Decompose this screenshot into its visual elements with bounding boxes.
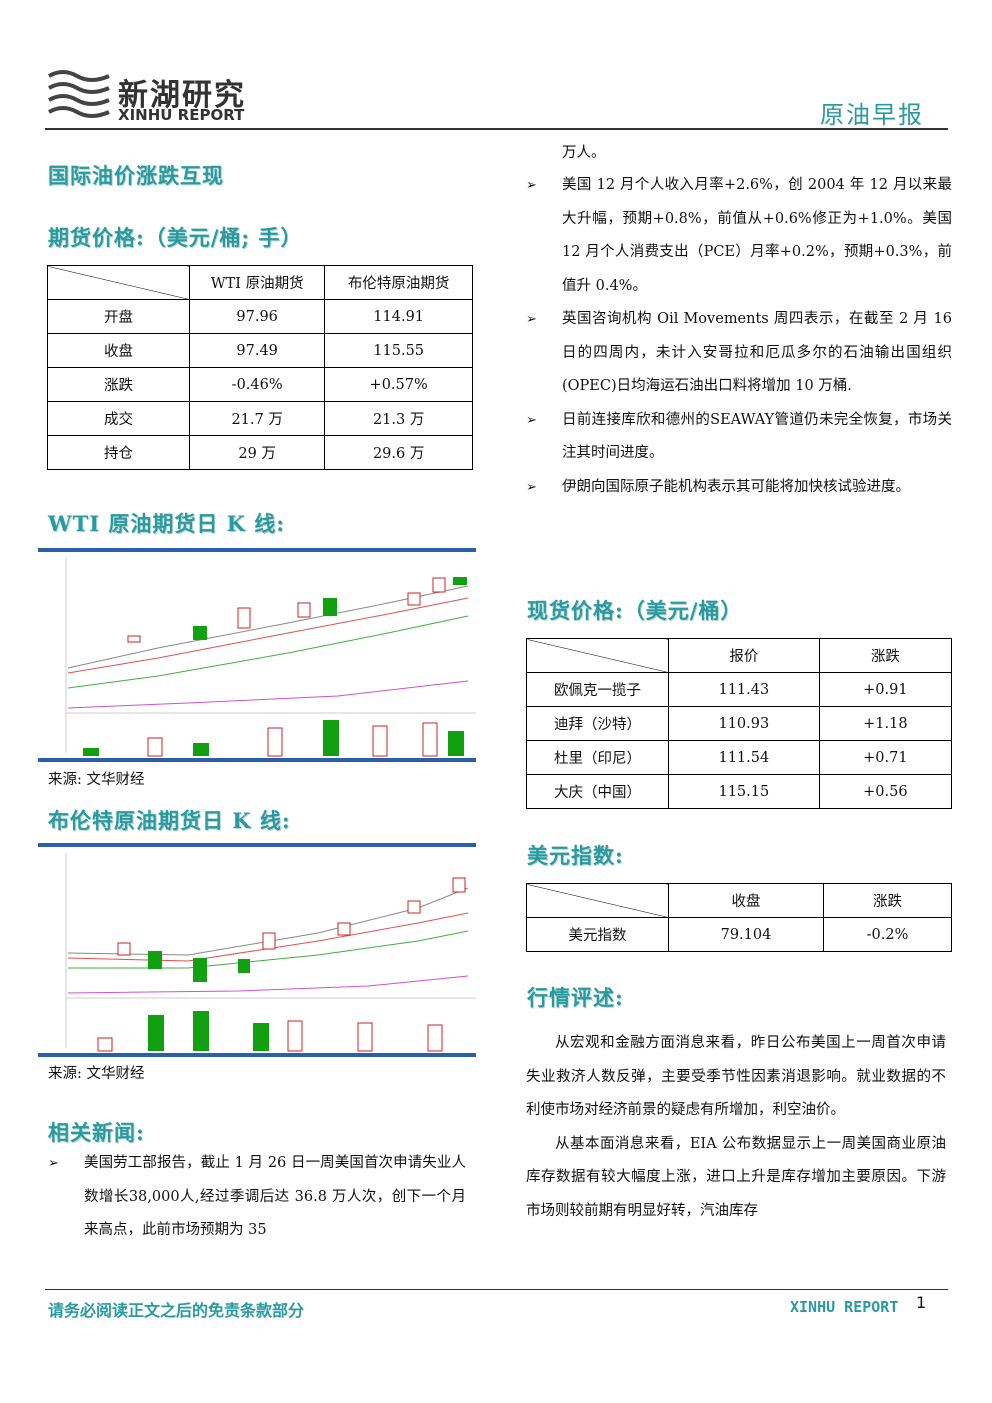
cell: 111.43: [668, 672, 820, 707]
wti-chart-image: [38, 548, 476, 762]
news-item: 美国 12 月个人收入月率+2.6%，创 2004 年 12 月以来最大升幅，预…: [526, 169, 952, 303]
footer-rule: [45, 1289, 948, 1290]
cell: +0.57%: [324, 367, 473, 402]
column-header: 涨跌: [818, 638, 953, 673]
section-title: 相关新闻:: [48, 1120, 145, 1145]
column-header: 报价: [668, 638, 820, 673]
commentary: 从宏观和金融方面消息来看，昨日公布美国上一周首次申请失业救济人数反弹，主要受季节…: [526, 1027, 946, 1228]
cell: 持仓: [47, 435, 190, 470]
section-title: 期货价格:（美元/桶; 手）: [48, 225, 303, 250]
section-title: WTI 原油期货日 K 线:: [48, 511, 285, 536]
logo-mark: [48, 70, 110, 118]
cell: +1.18: [818, 706, 953, 741]
header-row: 报价 涨跌: [526, 638, 953, 673]
diagonal-cell: [526, 883, 669, 918]
cell: 115.55: [324, 333, 473, 368]
cell: 成交: [47, 401, 190, 436]
spot-table: 报价 涨跌 欧佩克一揽子 111.43 +0.91 迪拜（沙特） 110.93 +1.18 杜里…: [526, 638, 953, 809]
section-title: 行情评述:: [527, 985, 624, 1010]
column-header: 收盘: [668, 883, 824, 918]
cell: 97.49: [188, 333, 326, 368]
paragraph: 从基本面消息来看，EIA 公布数据显示上一周美国商业原油库存数据有较大幅度上涨，…: [526, 1135, 946, 1219]
source: 来源: 文华财经: [48, 1066, 145, 1082]
news-list: 美国 12 月个人收入月率+2.6%，创 2004 年 12 月以来最大升幅，预…: [526, 169, 952, 504]
cell: -0.46%: [188, 367, 326, 402]
column-header: WTI 原油期货: [188, 265, 326, 300]
section-title: 现货价格:（美元/桶）: [527, 598, 743, 623]
table-row: 涨跌 -0.46% +0.57%: [47, 367, 473, 402]
cell: +0.56: [818, 774, 953, 809]
diagonal-cell: [47, 265, 190, 300]
cell: 涨跌: [47, 367, 190, 402]
section-title: 美元指数:: [527, 843, 624, 868]
cell: 114.91: [324, 299, 473, 334]
report-type: 原油早报: [820, 101, 924, 129]
news-item: 美国劳工部报告，截止 1 月 26 日一周美国首次申请失业人数增长38,000人…: [48, 1147, 466, 1248]
cell: 110.93: [668, 706, 820, 741]
page-number: 1: [916, 1293, 927, 1312]
cell: +0.71: [818, 740, 953, 775]
cell: 杜里（印尼）: [526, 740, 669, 775]
cell: 111.54: [668, 740, 820, 775]
cell: 美元指数: [526, 917, 669, 952]
headline: 国际油价涨跌互现: [48, 163, 224, 188]
table-row: 迪拜（沙特） 110.93 +1.18: [526, 706, 953, 741]
cell: 79.104: [668, 917, 824, 952]
header-row: WTI 原油期货 布伦特原油期货: [47, 265, 473, 300]
cell: +0.91: [818, 672, 953, 707]
table-row: 持仓 29 万 29.6 万: [47, 435, 473, 470]
source: 来源: 文华财经: [48, 772, 145, 788]
cell: 21.7 万: [188, 401, 326, 436]
cell: -0.2%: [822, 917, 953, 952]
table-row: 欧佩克一揽子 111.43 +0.91: [526, 672, 953, 707]
news-item: 日前连接库欣和德州的SEAWAY管道仍未完全恢复，市场关注其时间进度。: [526, 404, 952, 471]
cell: 迪拜（沙特）: [526, 706, 669, 741]
header-row: 收盘 涨跌: [526, 883, 953, 918]
paragraph: 从宏观和金融方面消息来看，昨日公布美国上一周首次申请失业救济人数反弹，主要受季节…: [526, 1035, 946, 1118]
cell: 大庆（中国）: [526, 774, 669, 809]
cell: 29 万: [188, 435, 326, 470]
cell: 97.96: [188, 299, 326, 334]
table-row: 美元指数 79.104 -0.2%: [526, 917, 953, 952]
header-rule: [45, 128, 948, 130]
cell: 21.3 万: [324, 401, 473, 436]
table-row: 大庆（中国） 115.15 +0.56: [526, 774, 953, 809]
brent-chart-image: [38, 843, 476, 1057]
news-list: 美国劳工部报告，截止 1 月 26 日一周美国首次申请失业人数增长38,000人…: [48, 1147, 466, 1248]
disclaimer: 请务必阅读正文之后的免责条款部分: [48, 1301, 305, 1320]
table-row: 成交 21.7 万 21.3 万: [47, 401, 473, 436]
column-header: 布伦特原油期货: [324, 265, 473, 300]
cell: 29.6 万: [324, 435, 473, 470]
section-title: 布伦特原油期货日 K 线:: [48, 808, 291, 833]
cell: 欧佩克一揽子: [526, 672, 669, 707]
diagonal-cell: [526, 638, 669, 673]
news-item: 伊朗向国际原子能机构表示其可能将加快核试验进度。: [526, 471, 952, 505]
logo-cn: 新湖研究: [118, 78, 246, 113]
dollar-table: 收盘 涨跌 美元指数 79.104 -0.2%: [526, 883, 953, 952]
column-header: 涨跌: [822, 883, 953, 918]
footer-brand: XINHU REPORT: [790, 1298, 899, 1316]
futures-table: WTI 原油期货 布伦特原油期货 开盘 97.96 114.91 收盘 97.49 115.5…: [47, 265, 473, 470]
news-item: 英国咨询机构 Oil Movements 周四表示，在截至 2 月 16 日的四…: [526, 303, 952, 404]
table-row: 开盘 97.96 114.91: [47, 299, 473, 334]
cell: 收盘: [47, 333, 190, 368]
news-text: 万人。: [562, 145, 606, 161]
cell: 开盘: [47, 299, 190, 334]
cell: 115.15: [668, 774, 820, 809]
logo-en: XINHU REPORT: [118, 106, 245, 124]
table-row: 收盘 97.49 115.55: [47, 333, 473, 368]
table-row: 杜里（印尼） 111.54 +0.71: [526, 740, 953, 775]
